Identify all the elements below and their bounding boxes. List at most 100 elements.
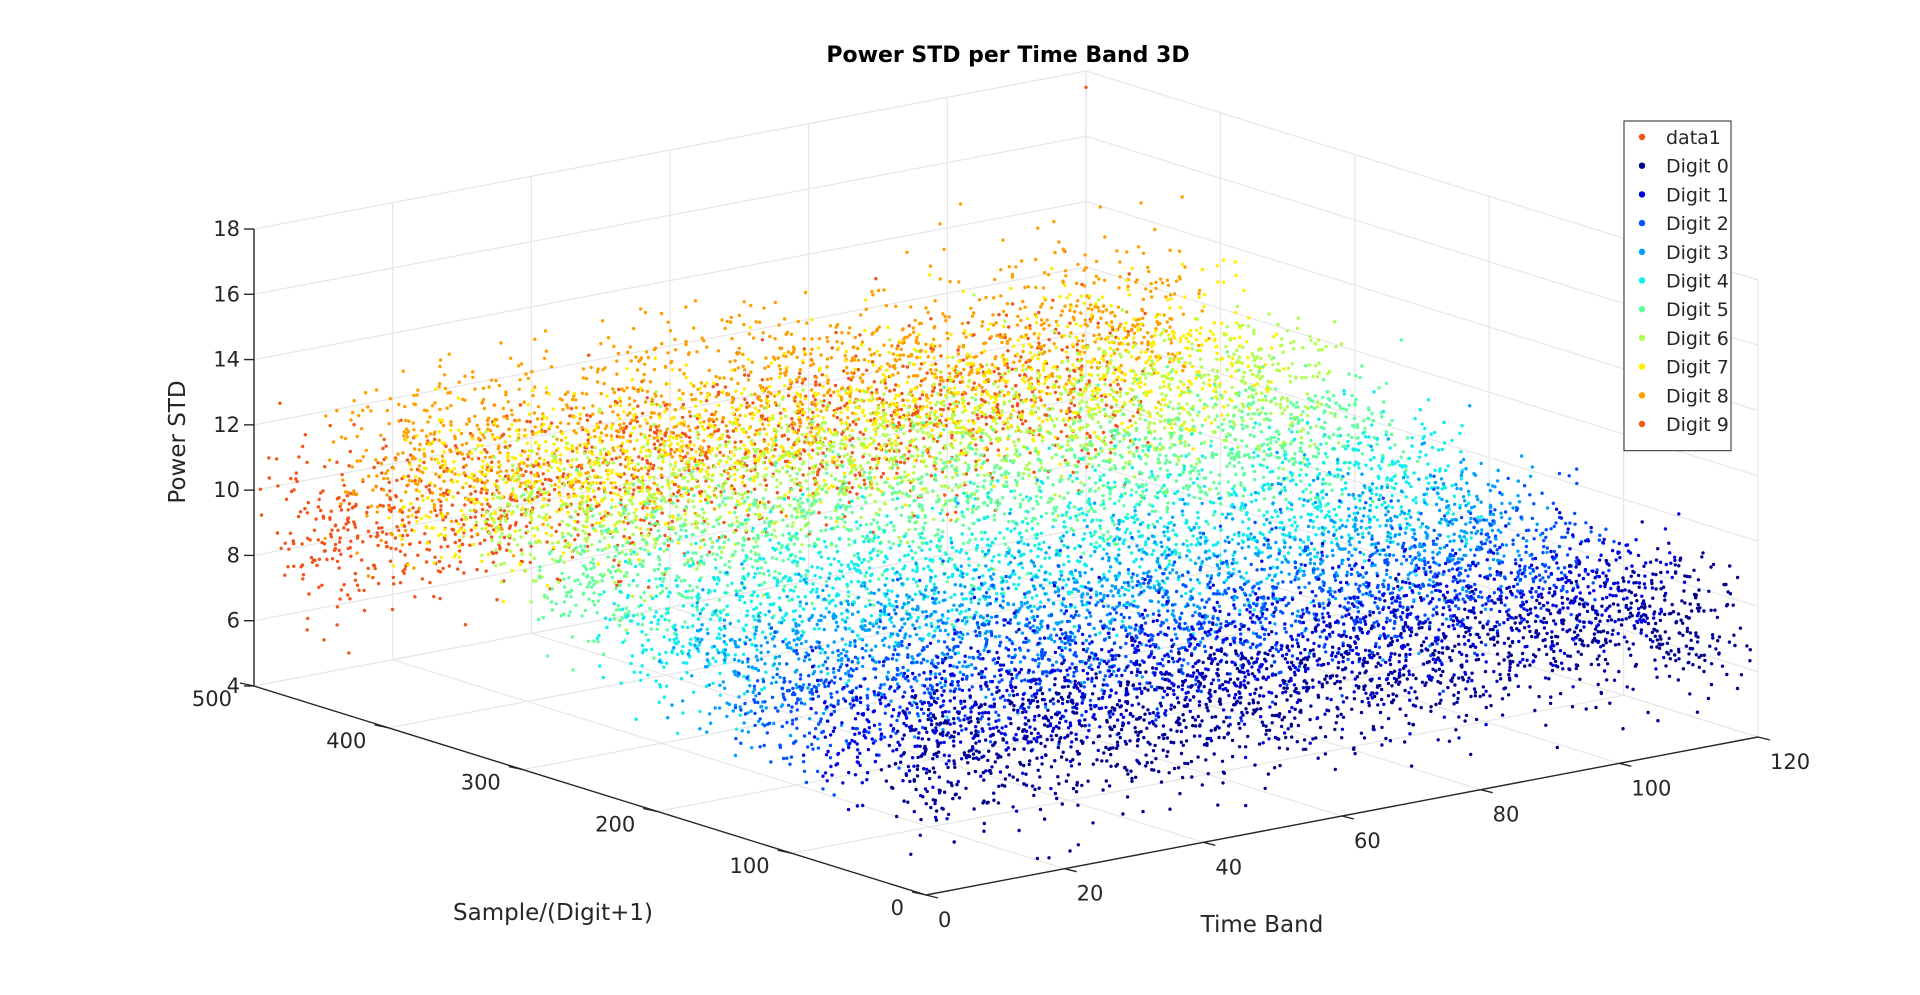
data-point	[513, 493, 517, 498]
data-point	[1115, 347, 1120, 352]
data-point	[445, 497, 449, 502]
points-layer	[258, 85, 1753, 861]
data-point	[295, 479, 299, 484]
data-point	[1113, 314, 1117, 318]
data-point	[996, 413, 1000, 417]
data-point	[734, 428, 739, 432]
data-point	[634, 507, 638, 512]
data-point	[967, 379, 971, 384]
data-point	[1052, 219, 1056, 224]
data-point	[843, 359, 847, 363]
data-point	[837, 393, 842, 397]
data-point	[708, 451, 712, 455]
data-point	[438, 407, 442, 412]
data-point	[870, 394, 874, 398]
data-point	[338, 597, 342, 601]
data-point	[666, 543, 670, 548]
data-point	[278, 401, 282, 405]
data-point	[912, 444, 916, 449]
data-point	[617, 560, 622, 564]
data-point	[1042, 271, 1047, 275]
data-point	[502, 509, 507, 513]
data-point	[984, 295, 988, 300]
data-point	[844, 349, 849, 354]
data-point	[462, 465, 466, 469]
data-point	[1042, 296, 1046, 300]
data-point	[940, 400, 944, 405]
data-point	[666, 351, 670, 355]
data-point	[1000, 340, 1004, 345]
data-point	[1017, 410, 1021, 415]
data-point	[1092, 333, 1096, 338]
data-point	[1164, 295, 1168, 299]
data-point	[555, 437, 559, 441]
data-point	[877, 442, 881, 446]
data-point	[743, 368, 747, 372]
data-point	[477, 427, 481, 431]
data-point	[350, 465, 354, 469]
data-point	[1274, 402, 1278, 406]
data-point	[525, 484, 529, 488]
data-point	[1097, 277, 1101, 281]
data-point	[557, 479, 562, 484]
data-point	[1178, 339, 1183, 344]
data-point	[1171, 352, 1175, 356]
data-point	[681, 391, 685, 396]
data-point	[609, 426, 614, 431]
data-point	[625, 386, 629, 390]
data-point	[903, 475, 907, 479]
data-point	[863, 390, 867, 394]
data-point	[882, 343, 886, 347]
data-point	[355, 551, 359, 555]
data-point	[663, 453, 667, 457]
data-point	[387, 480, 391, 485]
data-point	[1241, 405, 1246, 409]
data-point	[633, 418, 637, 422]
data-point	[907, 375, 911, 379]
data-point	[892, 388, 897, 392]
data-point	[854, 418, 858, 422]
data-point	[832, 414, 836, 418]
data-point	[852, 358, 857, 362]
data-point	[866, 390, 870, 394]
data-point	[460, 452, 464, 456]
data-point	[469, 497, 473, 501]
data-point	[649, 425, 653, 429]
data-point	[365, 514, 369, 518]
data-point	[715, 382, 719, 387]
data-point	[759, 398, 763, 403]
data-point	[1164, 393, 1168, 398]
data-point	[1039, 305, 1043, 309]
data-point	[1054, 379, 1059, 384]
data-point	[485, 479, 489, 483]
data-point	[1184, 336, 1189, 341]
data-point	[785, 464, 789, 468]
data-point	[595, 501, 599, 505]
data-point	[402, 571, 406, 576]
data-point	[673, 482, 678, 487]
data-point	[338, 536, 342, 540]
data-point	[645, 488, 649, 492]
data-point	[369, 504, 373, 508]
data-point	[475, 423, 479, 428]
data-point	[689, 542, 693, 546]
data-point	[1162, 397, 1167, 402]
data-point	[1166, 376, 1170, 381]
data-point	[975, 413, 979, 417]
data-point	[682, 406, 686, 411]
data-point	[1005, 379, 1010, 384]
data-point	[684, 375, 688, 380]
data-point	[920, 454, 925, 458]
data-point	[649, 527, 653, 532]
data-point	[900, 391, 904, 396]
data-point	[897, 535, 901, 540]
data-point	[906, 456, 910, 461]
data-point	[885, 419, 890, 424]
data-point	[775, 485, 779, 489]
data-point	[687, 465, 691, 469]
data-point	[860, 379, 865, 383]
data-point	[478, 431, 483, 435]
data-point	[1139, 350, 1143, 354]
data-point	[510, 423, 514, 427]
data-point	[1112, 351, 1117, 356]
